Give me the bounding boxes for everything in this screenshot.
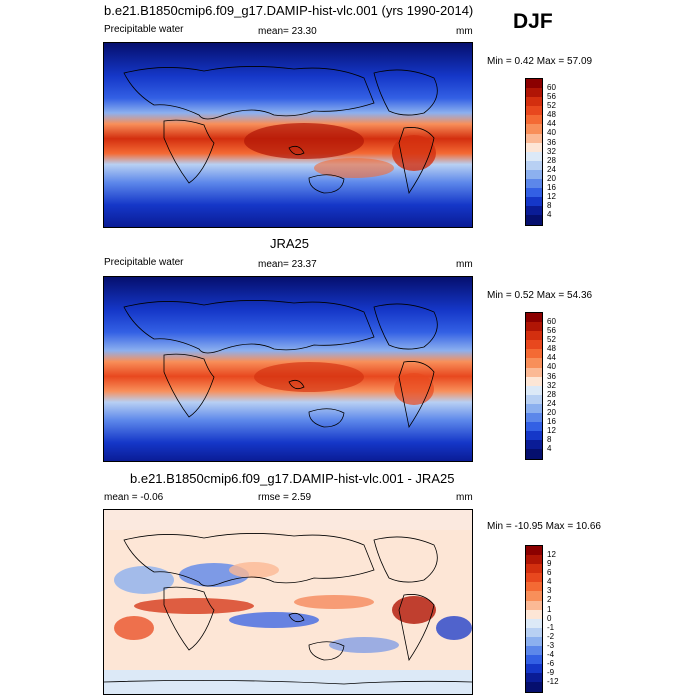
colorbar-tick: 36 bbox=[547, 372, 556, 381]
panel3-map bbox=[103, 509, 473, 695]
colorbar-tick: 9 bbox=[547, 559, 552, 568]
colorbar-tick: -12 bbox=[547, 677, 559, 686]
colorbar-tick: -3 bbox=[547, 641, 555, 650]
colorbar-tick: 4 bbox=[547, 444, 552, 453]
colorbar-tick: 8 bbox=[547, 435, 552, 444]
colorbar-tick: -6 bbox=[547, 659, 555, 668]
colorbar-tick: 40 bbox=[547, 128, 556, 137]
colorbar-tick: 3 bbox=[547, 586, 552, 595]
panel2-minmax: Min = 0.52 Max = 54.36 bbox=[487, 290, 593, 301]
colorbar-tick: 40 bbox=[547, 362, 556, 371]
season-label: DJF bbox=[513, 10, 553, 33]
colorbar-tick: 12 bbox=[547, 192, 556, 201]
colorbar-tick: 60 bbox=[547, 317, 556, 326]
colorbar-tick: 56 bbox=[547, 326, 556, 335]
colorbar-tick: 56 bbox=[547, 92, 556, 101]
panel1-units: mm bbox=[456, 26, 473, 37]
colorbar-tick: 32 bbox=[547, 147, 556, 156]
colorbar-tick: 28 bbox=[547, 156, 556, 165]
colorbar-tick: 60 bbox=[547, 83, 556, 92]
colorbar-tick: 16 bbox=[547, 417, 556, 426]
panel2-units: mm bbox=[456, 259, 473, 270]
colorbar-tick: 4 bbox=[547, 210, 552, 219]
colorbar-tick: 20 bbox=[547, 174, 556, 183]
panel1-title: b.e21.B1850cmip6.f09_g17.DAMIP-hist-vlc.… bbox=[104, 3, 474, 18]
panel1-minmax: Min = 0.42 Max = 57.09 bbox=[487, 56, 593, 67]
panel2-variable-label: Precipitable water bbox=[104, 257, 184, 268]
colorbar-tick: 20 bbox=[547, 408, 556, 417]
panel2-map bbox=[103, 276, 473, 462]
panel1-colorbar bbox=[525, 78, 543, 226]
colorbar-tick: 44 bbox=[547, 353, 556, 362]
colorbar-tick: 8 bbox=[547, 201, 552, 210]
panel3-units: mm bbox=[456, 492, 473, 503]
panel1-map bbox=[103, 42, 473, 228]
panel3-title: b.e21.B1850cmip6.f09_g17.DAMIP-hist-vlc.… bbox=[130, 471, 455, 486]
colorbar-tick: -4 bbox=[547, 650, 555, 659]
colorbar-tick: 6 bbox=[547, 568, 552, 577]
colorbar-tick: 28 bbox=[547, 390, 556, 399]
panel3-rmse: rmse = 2.59 bbox=[258, 492, 312, 503]
panel3-colorbar bbox=[525, 545, 543, 693]
colorbar-tick: -2 bbox=[547, 632, 555, 641]
colorbar-tick: 32 bbox=[547, 381, 556, 390]
colorbar-tick: 52 bbox=[547, 335, 556, 344]
colorbar-tick: 48 bbox=[547, 110, 556, 119]
colorbar-tick: -9 bbox=[547, 668, 555, 677]
colorbar-tick: 0 bbox=[547, 614, 552, 623]
colorbar-tick: 24 bbox=[547, 165, 556, 174]
panel2-colorbar bbox=[525, 312, 543, 460]
colorbar-tick: -1 bbox=[547, 623, 555, 632]
colorbar-tick: 24 bbox=[547, 399, 556, 408]
colorbar-tick: 1 bbox=[547, 605, 552, 614]
panel1-mean: mean= 23.30 bbox=[258, 26, 317, 37]
colorbar-tick: 48 bbox=[547, 344, 556, 353]
colorbar-tick: 12 bbox=[547, 550, 556, 559]
panel2-title: JRA25 bbox=[270, 236, 310, 251]
panel1-variable-label: Precipitable water bbox=[104, 24, 184, 35]
colorbar-tick: 16 bbox=[547, 183, 556, 192]
colorbar-tick: 44 bbox=[547, 119, 556, 128]
colorbar-tick: 52 bbox=[547, 101, 556, 110]
colorbar-tick: 36 bbox=[547, 138, 556, 147]
panel3-minmax: Min = -10.95 Max = 10.66 bbox=[487, 521, 601, 532]
colorbar-tick: 2 bbox=[547, 595, 552, 604]
panel2-mean: mean= 23.37 bbox=[258, 259, 317, 270]
panel3-mean: mean = -0.06 bbox=[104, 492, 164, 503]
colorbar-tick: 4 bbox=[547, 577, 552, 586]
colorbar-tick: 12 bbox=[547, 426, 556, 435]
